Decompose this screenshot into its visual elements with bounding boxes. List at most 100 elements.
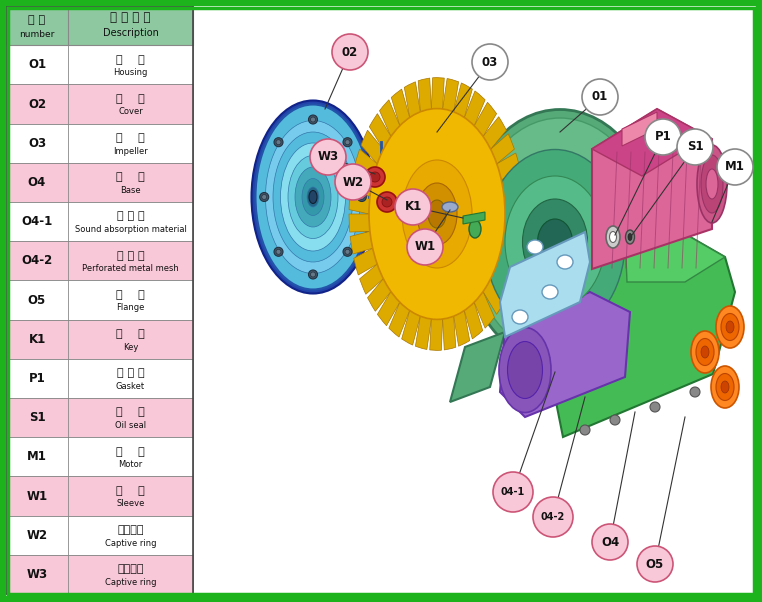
Ellipse shape (716, 306, 744, 348)
Text: S1: S1 (29, 411, 45, 424)
Ellipse shape (369, 108, 505, 320)
Ellipse shape (711, 366, 739, 408)
Circle shape (343, 247, 352, 256)
Polygon shape (351, 170, 373, 197)
Polygon shape (354, 248, 377, 275)
Bar (6, 163, 193, 202)
Bar (6, 281, 193, 320)
Text: 防鬆墊片: 防鬆墊片 (117, 564, 144, 574)
Text: S1: S1 (687, 140, 703, 154)
Circle shape (650, 402, 660, 412)
Polygon shape (443, 78, 459, 112)
Text: Captive ring: Captive ring (104, 539, 156, 548)
Text: W2: W2 (342, 176, 363, 188)
Bar (6, 84, 193, 123)
Polygon shape (504, 214, 525, 237)
Ellipse shape (626, 230, 635, 244)
Text: number: number (19, 29, 55, 39)
Circle shape (582, 79, 618, 115)
Bar (6, 359, 193, 398)
Bar (6, 123, 193, 163)
Polygon shape (443, 316, 456, 350)
Text: O4: O4 (601, 536, 619, 548)
Ellipse shape (507, 341, 543, 399)
Text: 消 音 棉: 消 音 棉 (117, 211, 144, 222)
Bar (6, 241, 193, 281)
Text: Sleeve: Sleeve (117, 499, 145, 508)
Text: O3: O3 (28, 137, 46, 150)
Polygon shape (501, 174, 523, 197)
Circle shape (260, 193, 269, 202)
Circle shape (472, 44, 508, 80)
Polygon shape (464, 91, 485, 126)
Text: 法    蘭: 法 蘭 (116, 290, 145, 300)
Circle shape (276, 249, 281, 254)
Bar (6, 476, 193, 515)
Ellipse shape (307, 187, 319, 207)
Circle shape (357, 193, 367, 202)
Text: 油    封: 油 封 (116, 408, 145, 418)
Ellipse shape (701, 155, 723, 213)
Circle shape (310, 117, 315, 122)
Ellipse shape (691, 331, 719, 373)
Circle shape (717, 149, 753, 185)
Bar (6, 555, 193, 594)
Text: 機    蓋: 機 蓋 (116, 94, 145, 104)
Ellipse shape (726, 321, 734, 333)
Ellipse shape (696, 338, 714, 365)
Ellipse shape (469, 220, 481, 238)
Circle shape (645, 119, 681, 155)
Polygon shape (418, 78, 431, 112)
Polygon shape (550, 234, 735, 437)
Text: 基    座: 基 座 (116, 172, 145, 182)
Ellipse shape (701, 346, 709, 358)
Text: Perforated metal mesh: Perforated metal mesh (82, 264, 179, 273)
Circle shape (580, 425, 590, 435)
Text: 防鬆墊片: 防鬆墊片 (117, 525, 144, 535)
Polygon shape (501, 231, 523, 258)
Circle shape (407, 229, 443, 265)
Text: 04-2: 04-2 (541, 512, 565, 522)
Circle shape (533, 497, 573, 537)
Text: 套    筒: 套 筒 (116, 486, 145, 496)
Bar (6, 45, 193, 84)
Polygon shape (450, 332, 505, 402)
Bar (645, 177, 663, 297)
Ellipse shape (542, 285, 558, 299)
Text: 葉    輪: 葉 輪 (116, 133, 145, 143)
Ellipse shape (537, 219, 572, 265)
Polygon shape (464, 302, 482, 339)
Circle shape (276, 140, 281, 144)
Polygon shape (355, 149, 377, 180)
Ellipse shape (442, 202, 458, 212)
Polygon shape (592, 109, 707, 176)
Polygon shape (349, 214, 370, 232)
Circle shape (309, 115, 318, 124)
Text: 04-1: 04-1 (501, 487, 525, 497)
Bar (6, 6, 193, 594)
Text: K1: K1 (405, 200, 421, 214)
Text: O4: O4 (28, 176, 46, 189)
Ellipse shape (470, 118, 650, 356)
Circle shape (274, 138, 283, 147)
Polygon shape (360, 264, 383, 294)
Text: Gasket: Gasket (116, 382, 145, 391)
Circle shape (365, 167, 385, 187)
Ellipse shape (628, 234, 632, 241)
Ellipse shape (295, 167, 331, 227)
Circle shape (274, 247, 283, 256)
Circle shape (310, 272, 315, 277)
Polygon shape (453, 311, 469, 346)
Text: O1: O1 (28, 58, 46, 71)
Bar (6, 202, 193, 241)
Text: W3: W3 (318, 150, 338, 164)
Polygon shape (504, 196, 525, 214)
Circle shape (343, 138, 352, 147)
Text: Description: Description (103, 28, 158, 39)
Text: 01: 01 (592, 90, 608, 104)
Polygon shape (349, 191, 370, 214)
Polygon shape (463, 212, 485, 224)
Polygon shape (497, 248, 519, 279)
Ellipse shape (280, 143, 345, 251)
Circle shape (677, 129, 713, 165)
